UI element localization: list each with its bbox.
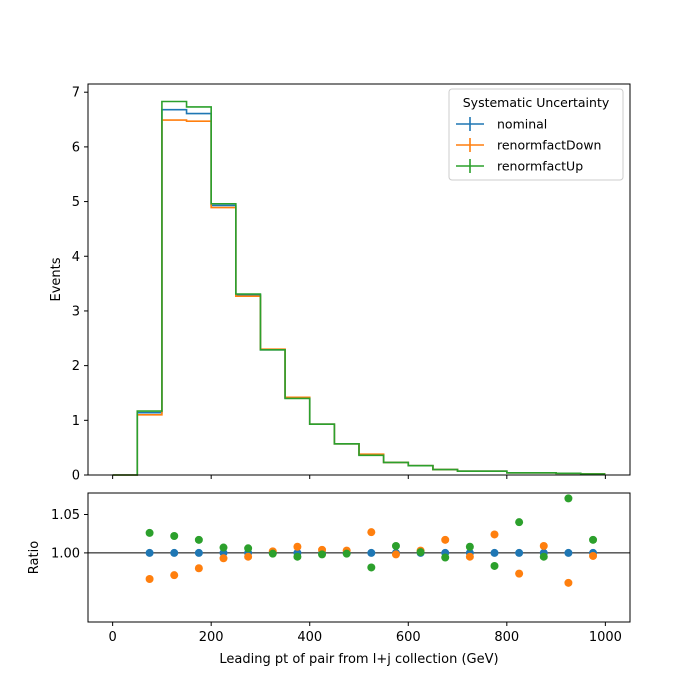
legend-label: renormfactDown	[497, 138, 601, 153]
ratio-point	[293, 542, 302, 551]
top-y-axis-label: Events	[49, 257, 64, 301]
ratio-point	[170, 532, 179, 540]
legend-label: renormfactUp	[497, 159, 583, 174]
ratio-point	[342, 549, 351, 558]
ratio-point	[293, 552, 302, 561]
top-y-tick-label: 0	[72, 469, 80, 484]
ratio-panel: 0 200 400 600 800 1000 1.00 1.05 Ratio Leading…	[27, 492, 631, 667]
ratio-axes-frame	[87, 492, 631, 623]
ratio-point	[515, 569, 524, 578]
ratio-point	[589, 535, 598, 544]
ratio-point	[391, 550, 400, 559]
x-tick-label: 800	[494, 630, 519, 645]
ratio-point	[564, 494, 573, 503]
legend-item-renormfactDown: renormfactDown	[456, 138, 601, 153]
ratio-y-axis-label: Ratio	[27, 541, 42, 574]
ratio-point	[170, 548, 179, 557]
ratio-y-tick-label: 1.05	[51, 508, 80, 523]
ratio-point	[564, 548, 573, 557]
ratio-y-ticks: 1.00 1.05	[51, 508, 88, 561]
legend: Systematic Uncertainty nominal renormfact…	[448, 88, 624, 181]
legend-label: nominal	[497, 117, 547, 132]
ratio-point	[194, 564, 203, 573]
ratio-point	[416, 548, 425, 557]
ratio-point	[564, 578, 573, 587]
top-plot-area	[112, 100, 606, 476]
ratio-y-tick-label: 1.00	[51, 546, 80, 561]
ratio-point	[515, 518, 524, 527]
ratio-point	[194, 535, 203, 544]
ratio-point	[490, 530, 499, 539]
top-axes-frame	[87, 83, 631, 476]
top-y-tick-label: 7	[72, 86, 80, 101]
top-panel: 0 1 2 3 4 5 6 7 Events Systematic Uncertainty n…	[49, 83, 631, 484]
ratio-point	[441, 553, 450, 562]
ratio-point	[145, 548, 154, 557]
top-y-tick-label: 2	[72, 359, 80, 374]
ratio-point	[367, 548, 376, 557]
ratio-point	[539, 541, 548, 550]
ratio-point	[367, 528, 376, 537]
top-y-tick-label: 1	[72, 414, 80, 429]
ratio-point	[589, 551, 598, 560]
ratio-point	[268, 549, 277, 558]
ratio-point	[219, 554, 228, 563]
x-tick-label: 0	[108, 630, 116, 645]
ratio-point	[490, 548, 499, 557]
top-x-ticks	[112, 475, 606, 479]
legend-title: Systematic Uncertainty	[463, 95, 610, 110]
legend-item-nominal: nominal	[456, 117, 547, 132]
histogram-line-renormfactUp	[112, 100, 606, 476]
ratio-point	[490, 561, 499, 570]
x-axis-label: Leading pt of pair from l+j collection (…	[219, 652, 498, 667]
ratio-point	[391, 541, 400, 550]
ratio-point	[244, 552, 253, 561]
legend-box	[448, 88, 624, 181]
ratio-plot-area	[88, 494, 630, 587]
x-tick-label: 600	[396, 630, 421, 645]
top-y-tick-label: 6	[72, 140, 80, 155]
ratio-point	[170, 571, 179, 580]
ratio-point	[244, 544, 253, 553]
ratio-point	[539, 552, 548, 561]
ratio-x-ticks: 0 200 400 600 800 1000	[108, 622, 622, 645]
x-tick-label: 200	[199, 630, 224, 645]
ratio-point	[194, 548, 203, 557]
ratio-point	[318, 550, 327, 559]
x-tick-label: 1000	[589, 630, 622, 645]
top-y-tick-label: 4	[72, 250, 80, 265]
ratio-point	[441, 535, 450, 544]
ratio-point	[465, 542, 474, 551]
ratio-point	[515, 548, 524, 557]
legend-item-renormfactUp: renormfactUp	[456, 159, 583, 174]
ratio-series-renormfactUp	[145, 494, 598, 572]
top-y-ticks: 0 1 2 3 4 5 6 7	[72, 86, 88, 484]
x-tick-label: 400	[297, 630, 322, 645]
top-y-tick-label: 5	[72, 195, 80, 210]
ratio-point	[465, 552, 474, 561]
ratio-point	[367, 563, 376, 572]
legend-items: nominal renormfactDown renormfactUp	[456, 117, 601, 174]
ratio-point	[145, 528, 154, 537]
ratio-point	[219, 543, 228, 552]
top-y-tick-label: 3	[72, 304, 80, 319]
ratio-point	[145, 575, 154, 583]
